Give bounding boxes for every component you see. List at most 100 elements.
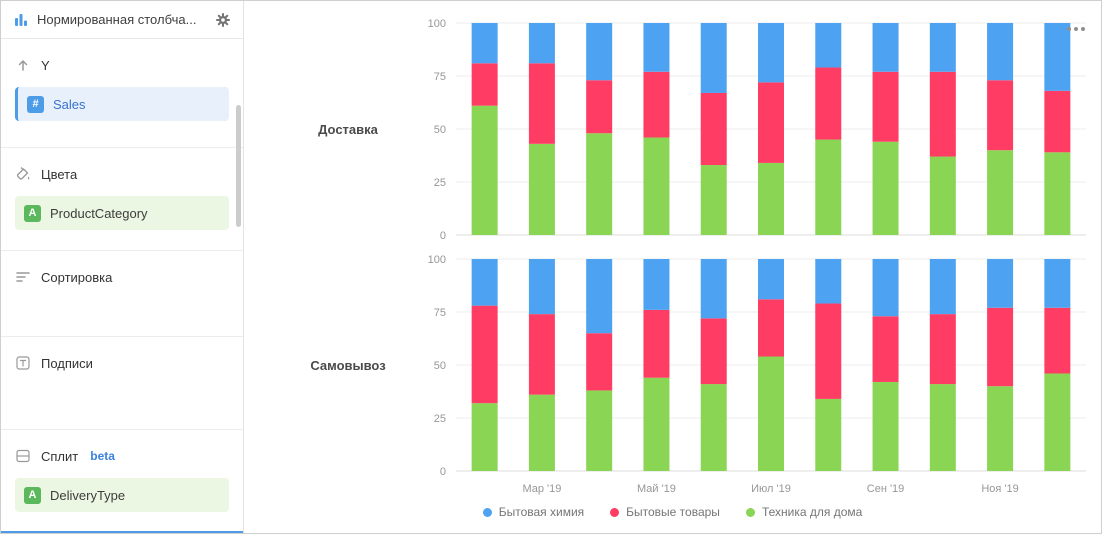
bar-segment[interactable] (643, 309, 670, 378)
drop-indicator-line (1, 531, 243, 533)
bar-segment[interactable] (700, 318, 727, 385)
paint-bucket-icon (15, 166, 31, 182)
bar-segment[interactable] (872, 381, 899, 471)
bar-segment[interactable] (643, 71, 670, 138)
bar-segment[interactable] (987, 150, 1014, 235)
hash-icon: # (27, 95, 44, 113)
bar-segment[interactable] (586, 23, 613, 81)
section-label: Y (41, 57, 50, 73)
bar-segment[interactable] (815, 23, 842, 68)
y-tick-label: 75 (434, 71, 446, 83)
bar-segment[interactable] (872, 259, 899, 317)
bar-segment[interactable] (700, 165, 727, 235)
legend: Бытовая химия Бытовые товары Техника для д… (244, 505, 1101, 519)
bar-segment[interactable] (758, 82, 784, 163)
legend-label: Бытовая химия (498, 505, 585, 519)
bar-segment[interactable] (1044, 307, 1071, 374)
bar-segment[interactable] (929, 259, 956, 315)
x-tick-label: Ноя '19 (981, 483, 1019, 495)
bar-segment[interactable] (872, 71, 899, 142)
bar-segment[interactable] (929, 23, 956, 72)
bar-segment[interactable] (815, 67, 842, 140)
bar-segment[interactable] (528, 23, 555, 64)
bar-segment[interactable] (586, 333, 613, 391)
bar-segment[interactable] (872, 23, 899, 72)
field-chip-productcategory[interactable]: A ProductCategory (15, 196, 229, 230)
bar-segment[interactable] (929, 314, 956, 385)
bar-segment[interactable] (528, 394, 555, 471)
bar-segment[interactable] (758, 162, 784, 235)
bar-segment[interactable] (586, 390, 613, 471)
legend-item[interactable]: Бытовая химия (482, 505, 585, 519)
bar-segment[interactable] (586, 80, 613, 134)
bar-segment[interactable] (528, 143, 555, 235)
bar-segment[interactable] (758, 259, 784, 300)
bar-segment[interactable] (471, 105, 498, 236)
bar-segment[interactable] (872, 141, 899, 235)
field-chip-deliverytype[interactable]: A DeliveryType (15, 478, 229, 512)
bar-segment[interactable] (643, 137, 670, 235)
bar-segment[interactable] (700, 23, 727, 93)
bar-segment[interactable] (471, 23, 498, 64)
bar-segment[interactable] (929, 71, 956, 157)
bar-segment[interactable] (987, 259, 1014, 308)
bar-segment[interactable] (987, 23, 1014, 81)
sidebar-section-labels: Подписи (1, 337, 243, 430)
bar-segment[interactable] (700, 259, 727, 319)
legend-item[interactable]: Бытовые товары (610, 505, 720, 519)
bar-segment[interactable] (643, 23, 670, 72)
bar-segment[interactable] (987, 80, 1014, 151)
field-chip-sales[interactable]: # Sales (15, 87, 229, 121)
bar-segment[interactable] (471, 305, 498, 404)
sidebar-section-colors: Цвета A ProductCategory (1, 148, 243, 251)
beta-badge: beta (90, 449, 115, 463)
bar-segment[interactable] (1044, 23, 1071, 91)
bar-segment[interactable] (700, 92, 727, 166)
bar-segment[interactable] (1044, 373, 1071, 471)
bar-segment[interactable] (758, 299, 784, 357)
sidebar-sections: Y # Sales Цвета A ProductCategory Сортировка По… (1, 39, 243, 532)
letter-a-icon: A (24, 486, 41, 504)
bar-segment[interactable] (471, 259, 498, 306)
legend-dot (610, 507, 620, 517)
bar-segment[interactable] (586, 133, 613, 235)
bar-segment[interactable] (1044, 259, 1071, 308)
x-axis-labels: Мар '19 Май '19 Июл '19 Сен '19 Ноя '19 (244, 475, 1101, 503)
chart-type-selector[interactable]: Нормированная столбча... (1, 1, 243, 39)
bar-segment[interactable] (929, 156, 956, 235)
bar-segment[interactable] (1044, 90, 1071, 153)
bar-segment[interactable] (586, 259, 613, 334)
y-tick-label: 50 (434, 360, 446, 372)
bar-segment[interactable] (929, 384, 956, 471)
bar-segment[interactable] (528, 63, 555, 144)
legend-item[interactable]: Техника для дома (745, 505, 862, 519)
bar-segment[interactable] (643, 259, 670, 310)
section-label: Сплит (41, 448, 79, 464)
bar-segment[interactable] (528, 314, 555, 395)
bar-segment[interactable] (815, 303, 842, 399)
bar-segment[interactable] (815, 139, 842, 235)
y-tick-label: 100 (428, 255, 446, 266)
gear-icon[interactable] (215, 12, 231, 28)
facet-chart-0: 0 25 50 75 100 Доставка (318, 19, 1086, 239)
bar-segment[interactable] (471, 63, 498, 106)
bar-segment[interactable] (528, 259, 555, 315)
section-title-row: Y (15, 55, 229, 75)
bar-segment[interactable] (471, 403, 498, 471)
legend-dot (482, 507, 492, 517)
bar-segment[interactable] (1044, 152, 1071, 235)
bar-segment[interactable] (700, 384, 727, 471)
more-menu-button[interactable] (1063, 23, 1089, 35)
sidebar-scrollbar[interactable] (236, 105, 241, 227)
section-title-row: Сплит beta (15, 446, 229, 466)
bar-segment[interactable] (987, 307, 1014, 387)
bar-segment[interactable] (758, 356, 784, 471)
bar-segment[interactable] (643, 377, 670, 471)
bar-segment[interactable] (815, 398, 842, 471)
bar-segment[interactable] (758, 23, 784, 83)
bar-segment[interactable] (872, 316, 899, 382)
bar-segment[interactable] (987, 386, 1014, 471)
bar-segment[interactable] (815, 259, 842, 304)
section-label: Подписи (41, 355, 93, 371)
